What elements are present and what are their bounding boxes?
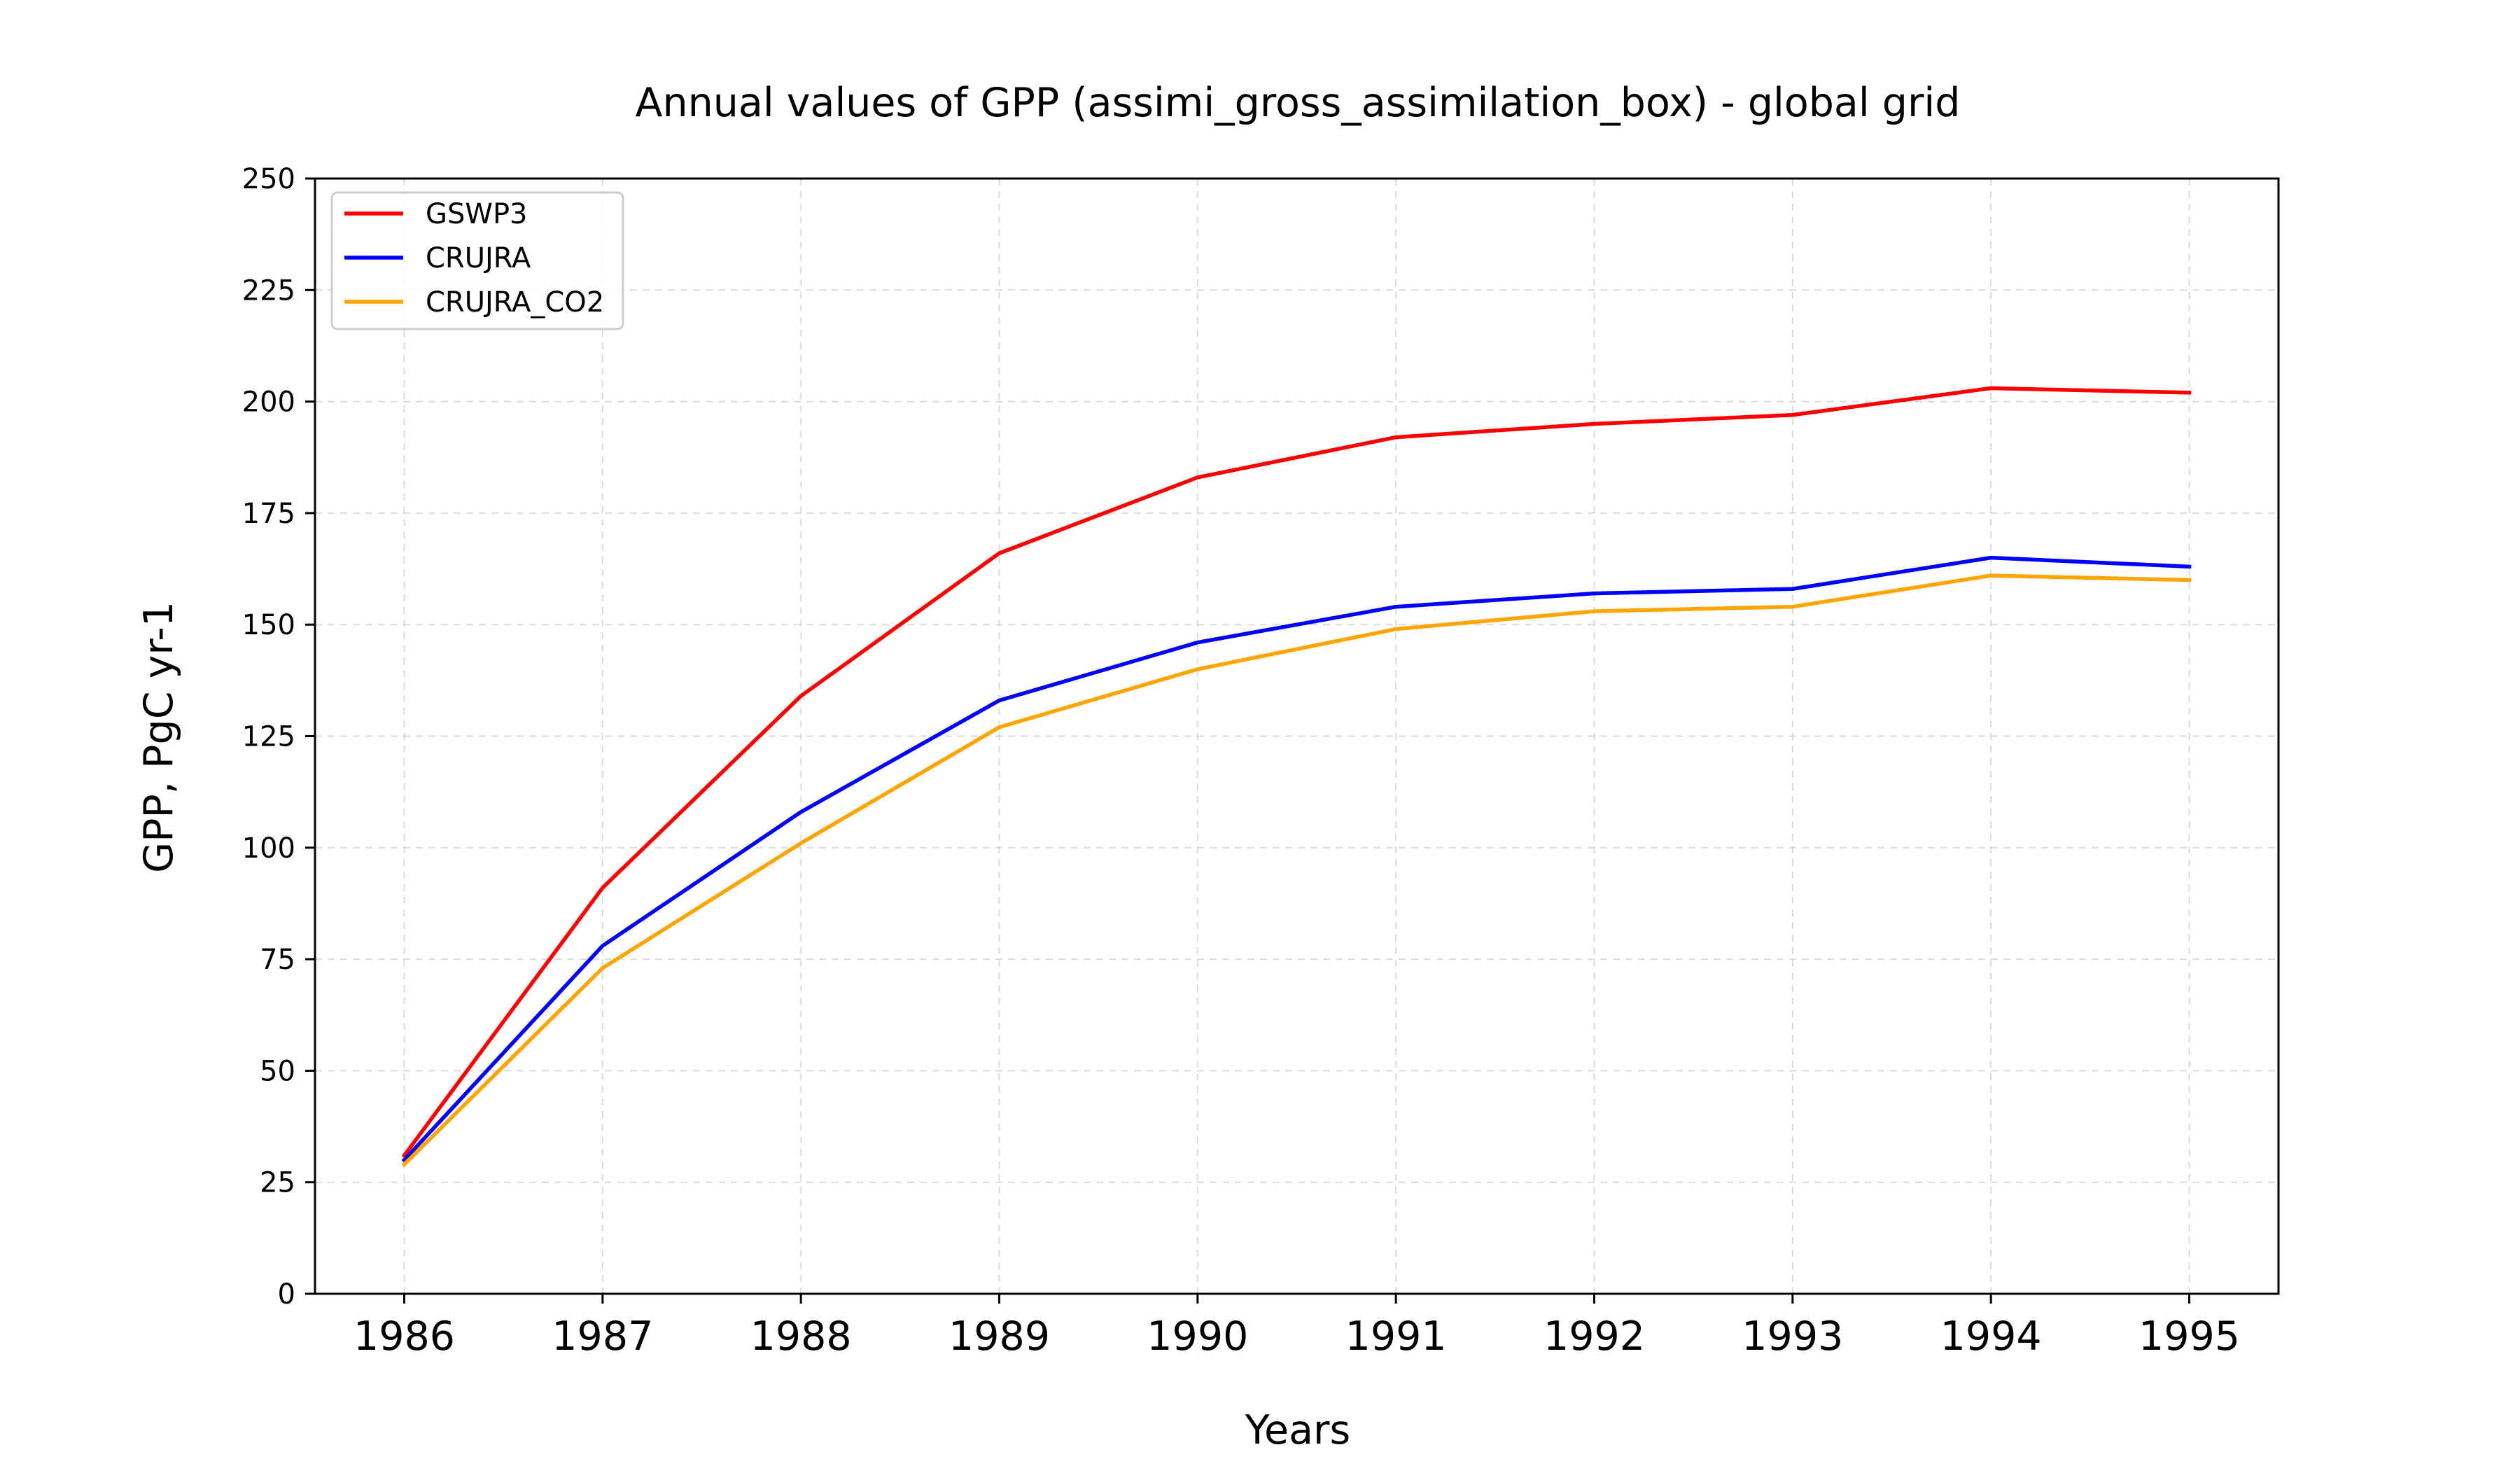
y-tick-label: 50 xyxy=(260,1055,295,1087)
x-tick-label: 1989 xyxy=(948,1313,1050,1360)
chart-title: Annual values of GPP (assimi_gross_assim… xyxy=(636,80,1961,126)
x-tick-label: 1995 xyxy=(2138,1313,2240,1360)
x-tick-label: 1986 xyxy=(354,1313,455,1360)
x-axis-ticks: 1986 1987 1988 1989 1990 1991 1992 1993 1994 1995 xyxy=(354,1294,2240,1360)
x-tick-label: 1994 xyxy=(1940,1313,2042,1360)
y-tick-label: 125 xyxy=(242,721,295,753)
legend-items: GSWP3 CRUJRA CRUJRA_CO2 xyxy=(344,198,604,319)
y-tick-label: 200 xyxy=(242,386,295,419)
x-tick-label: 1988 xyxy=(750,1313,852,1360)
x-tick-label: 1993 xyxy=(1742,1313,1843,1360)
legend: GSWP3 CRUJRA CRUJRA_CO2 xyxy=(330,191,624,330)
y-tick-label: 250 xyxy=(242,163,295,195)
series-line-gswp3 xyxy=(401,386,2192,1159)
series-lines xyxy=(401,386,2192,1168)
legend-label-gswp3: GSWP3 xyxy=(426,198,528,230)
y-axis-ticks: 0 25 50 75 100 125 150 175 200 225 250 xyxy=(242,163,315,1311)
x-tick-label: 1990 xyxy=(1147,1313,1248,1360)
y-tick-label: 150 xyxy=(242,609,295,641)
series-line-crujra-co2 xyxy=(401,573,2192,1168)
x-tick-label: 1992 xyxy=(1544,1313,1645,1360)
legend-label-crujra-co2: CRUJRA_CO2 xyxy=(426,286,604,319)
grid-lines xyxy=(315,178,2278,1294)
y-axis-label: GPP, PgC yr-1 xyxy=(136,601,182,873)
y-tick-label: 100 xyxy=(242,832,295,865)
y-tick-label: 175 xyxy=(242,498,295,530)
y-tick-label: 0 xyxy=(278,1278,295,1311)
x-axis-label: Years xyxy=(1245,1407,1350,1453)
x-tick-label: 1987 xyxy=(552,1313,653,1360)
legend-label-crujra: CRUJRA xyxy=(426,242,531,274)
y-tick-label: 75 xyxy=(260,944,295,976)
y-tick-label: 25 xyxy=(260,1167,295,1199)
x-tick-label: 1991 xyxy=(1345,1313,1447,1360)
legend-frame xyxy=(330,191,624,330)
series-line-crujra xyxy=(401,555,2192,1163)
y-tick-label: 225 xyxy=(242,274,295,307)
